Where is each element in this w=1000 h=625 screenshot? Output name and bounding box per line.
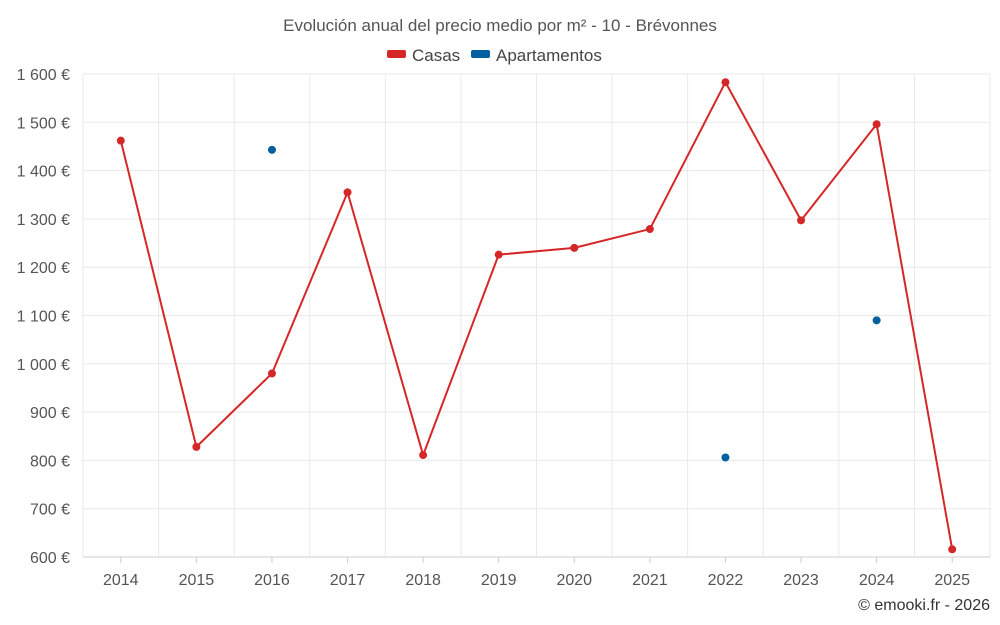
series-casas	[116, 78, 957, 554]
x-tick-label: 2016	[254, 572, 290, 589]
y-axis: 600 € 700 € 800 € 900 € 1 000 € 1 100 € 1 200 …	[17, 67, 70, 567]
x-tick-label: 2022	[708, 572, 744, 589]
x-tick-label: 2014	[103, 572, 139, 589]
data-point-casas[interactable]	[570, 243, 579, 252]
x-tick-label: 2024	[859, 572, 895, 589]
legend-label-apartamentos: Apartamentos	[496, 46, 602, 65]
y-tick-label: 1 300 €	[17, 212, 70, 229]
data-point-casas[interactable]	[872, 120, 881, 129]
series-line-casas	[119, 81, 954, 550]
data-point-casas[interactable]	[116, 136, 125, 145]
x-tick-label: 2020	[556, 572, 592, 589]
legend-item-apartamentos[interactable]: Apartamentos	[471, 46, 602, 65]
legend-swatch-apartamentos	[471, 50, 490, 58]
x-tick-label: 2023	[783, 572, 819, 589]
y-tick-label: 1 600 €	[17, 67, 70, 84]
data-point-apartamentos[interactable]	[721, 453, 730, 462]
data-point-casas[interactable]	[948, 545, 957, 554]
x-tick-label: 2015	[179, 572, 215, 589]
x-tick-label: 2021	[632, 572, 668, 589]
y-tick-label: 1 100 €	[17, 309, 70, 326]
x-tick-label: 2019	[481, 572, 517, 589]
data-point-casas[interactable]	[267, 369, 276, 378]
legend-item-casas[interactable]: Casas	[387, 46, 460, 65]
y-tick-label: 1 400 €	[17, 164, 70, 181]
data-point-casas[interactable]	[494, 250, 503, 259]
y-tick-label: 800 €	[30, 453, 70, 470]
series	[116, 78, 957, 554]
data-point-apartamentos[interactable]	[267, 145, 276, 154]
data-point-casas[interactable]	[192, 442, 201, 451]
legend: Casas Apartamentos	[387, 46, 602, 65]
y-tick-label: 1 000 €	[17, 357, 70, 374]
grid	[82, 73, 991, 558]
y-tick-label: 1 200 €	[17, 260, 70, 277]
data-point-casas[interactable]	[343, 188, 352, 197]
chart-title: Evolución anual del precio medio por m² …	[283, 16, 717, 35]
credit-text: © emooki.fr - 2026	[858, 597, 990, 614]
data-point-apartamentos[interactable]	[872, 316, 881, 325]
x-tick-label: 2017	[330, 572, 366, 589]
legend-swatch-casas	[387, 50, 406, 58]
x-axis: 2014 2015 2016 2017 2018 2019 2020 2021 2022 2023…	[103, 557, 970, 589]
x-tick-label: 2018	[405, 572, 441, 589]
data-point-casas[interactable]	[419, 451, 428, 460]
legend-label-casas: Casas	[412, 46, 460, 65]
y-tick-label: 700 €	[30, 502, 70, 519]
y-tick-label: 1 500 €	[17, 115, 70, 132]
data-point-casas[interactable]	[645, 225, 654, 234]
y-tick-label: 600 €	[30, 550, 70, 567]
series-apartamentos	[267, 145, 881, 462]
x-tick-label: 2025	[934, 572, 970, 589]
data-point-casas[interactable]	[797, 216, 806, 225]
data-point-casas[interactable]	[721, 78, 730, 87]
y-tick-label: 900 €	[30, 405, 70, 422]
